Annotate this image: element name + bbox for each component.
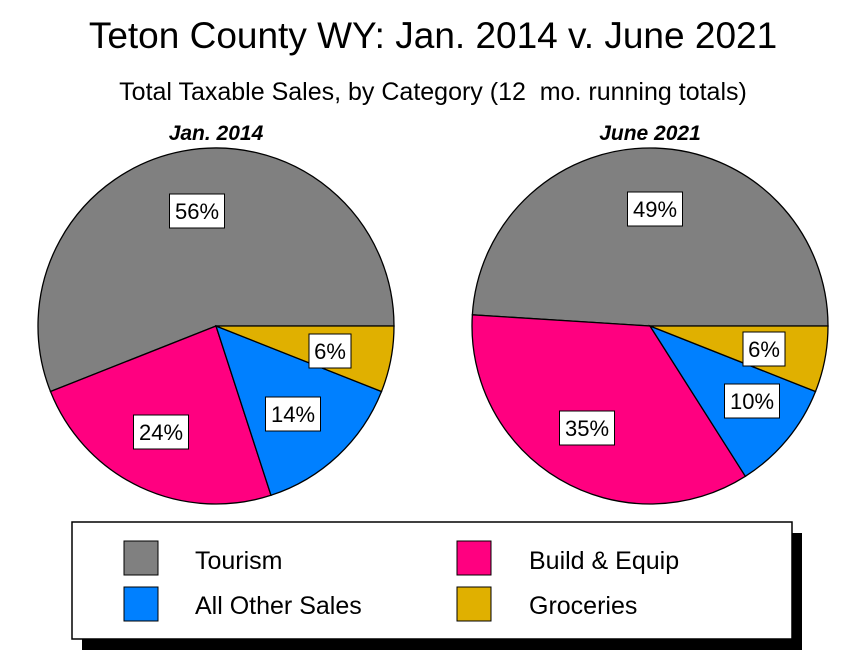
- pie-slice-build-and-equip: [471, 314, 747, 505]
- data-label-box-all-other-sales: [265, 396, 321, 432]
- legend-label-tourism: Tourism: [195, 547, 283, 575]
- data-label-build-and-equip: 24%: [139, 420, 183, 445]
- data-label-box-tourism: [169, 193, 225, 229]
- pie-jan-2014: Jan. 2014 56% 24% 14% 6%: [37, 122, 395, 505]
- data-label-build-and-equip: 35%: [565, 416, 609, 441]
- legend-swatch-groceries: [456, 586, 492, 622]
- legend-label-all-other-sales: All Other Sales: [195, 592, 362, 620]
- data-label-tourism: 49%: [633, 197, 677, 222]
- data-label-box-build-and-equip: [559, 410, 615, 446]
- legend-swatch-build-equip: [456, 540, 492, 576]
- legend-swatch-tourism: [123, 540, 159, 576]
- data-label-box-groceries: [742, 331, 786, 367]
- legend-label-build-equip: Build & Equip: [529, 547, 679, 575]
- legend: Tourism Build & Equip All Other Sales Gr…: [71, 521, 802, 650]
- pie-slice-tourism: [37, 147, 395, 393]
- data-label-box-build-and-equip: [133, 414, 189, 450]
- chart-title: Teton County WY: Jan. 2014 v. June 2021: [89, 15, 777, 56]
- data-label-box-groceries: [308, 333, 352, 369]
- data-label-groceries: 6%: [314, 339, 346, 364]
- data-label-tourism: 56%: [175, 199, 219, 224]
- legend-label-groceries: Groceries: [529, 592, 637, 620]
- data-label-box-all-other-sales: [724, 383, 780, 419]
- pie-slice-tourism: [471, 147, 829, 327]
- data-label-groceries: 6%: [748, 337, 780, 362]
- legend-swatch-all-other-sales: [123, 586, 159, 622]
- data-label-all-other-sales: 10%: [730, 389, 774, 414]
- chart-subtitle: Total Taxable Sales, by Category (12 mo.…: [119, 78, 747, 106]
- data-label-all-other-sales: 14%: [271, 402, 315, 427]
- legend-box: [71, 521, 793, 640]
- pie-title-june-2021: June 2021: [599, 122, 701, 145]
- data-label-box-tourism: [627, 191, 683, 227]
- pie-title-jan-2014: Jan. 2014: [169, 122, 264, 145]
- pie-june-2021: June 2021 49% 35% 10% 6%: [471, 122, 829, 505]
